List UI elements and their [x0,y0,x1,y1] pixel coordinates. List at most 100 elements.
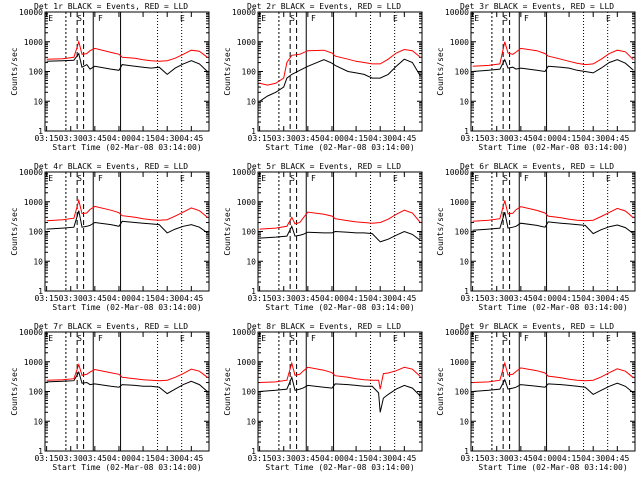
series-line-lld [46,362,208,382]
x-tick-label: 03:15 [248,454,272,463]
region-marker-label: F [524,174,529,183]
y-tick-label: 1 [38,127,43,136]
series-line-lld [472,361,634,383]
series-line-events [259,375,421,413]
y-axis-label: Counts/sec [223,367,232,415]
x-axis-label: Start Time (02-Mar-08 03:14:00) [52,143,201,152]
x-tick-label: 03:30 [272,134,296,143]
region-marker-label: E [261,334,266,343]
y-tick-label: 10 [459,417,469,426]
x-tick-label: 03:15 [461,134,485,143]
y-axis-label: Counts/sec [436,207,445,255]
panel-det-2: Det 2r BLACK = Events, RED = LLD 1 10 100 10… [223,2,423,152]
y-tick-label: 10000 [232,328,256,337]
x-tick-label: 04:45 [392,294,416,303]
y-tick-label: 10000 [19,328,43,337]
y-tick-label: 10000 [445,8,469,17]
y-tick-label: 10 [33,257,43,266]
panel-title: Det 4r BLACK = Events, RED = LLD [34,162,188,171]
x-axis-label: Start Time (02-Mar-08 03:14:00) [265,143,414,152]
x-tick-label: 03:15 [248,134,272,143]
x-tick-label: 04:00 [320,134,344,143]
plot-frame [257,11,423,132]
y-tick-label: 100 [242,68,257,77]
x-tick-label: 04:00 [533,454,557,463]
x-tick-label: 03:45 [509,294,533,303]
x-tick-label: 04:15 [131,454,155,463]
region-marker-label: F [311,174,316,183]
y-tick-label: 10000 [232,168,256,177]
y-axis-label: Counts/sec [10,47,19,95]
x-tick-label: 04:45 [605,134,629,143]
x-tick-label: 04:15 [344,134,368,143]
region-marker-label: E [180,334,185,343]
y-tick-label: 10000 [445,328,469,337]
y-axis-label: Counts/sec [436,367,445,415]
x-tick-label: 03:45 [296,134,320,143]
series-line-events [46,52,208,76]
region-marker-label: E [261,14,266,23]
region-marker-label: S [290,174,295,183]
region-marker-label: F [311,334,316,343]
region-marker-label: E [48,174,53,183]
y-tick-label: 1 [464,447,469,456]
panel-title: Det 2r BLACK = Events, RED = LLD [247,2,401,11]
y-tick-label: 1000 [24,38,43,47]
series-line-lld [259,48,421,86]
y-tick-label: 10 [33,417,43,426]
region-marker-label: S [77,14,82,23]
region-marker-label: S [290,14,295,23]
x-tick-label: 03:45 [509,454,533,463]
y-tick-label: 10 [459,97,469,106]
panel-title: Det 8r BLACK = Events, RED = LLD [247,322,401,331]
y-tick-label: 10000 [232,8,256,17]
region-marker-label: E [393,14,398,23]
x-tick-label: 04:00 [533,294,557,303]
x-tick-label: 03:30 [59,454,83,463]
x-tick-label: 03:45 [296,454,320,463]
x-tick-label: 04:30 [581,294,605,303]
x-tick-label: 03:15 [35,454,59,463]
x-tick-label: 04:15 [131,134,155,143]
y-tick-label: 1000 [450,198,469,207]
series-line-lld [472,200,634,222]
panel-det-8: Det 8r BLACK = Events, RED = LLD 1 10 100 10… [223,322,423,472]
series-line-events [472,211,634,235]
x-tick-label: 04:15 [131,294,155,303]
y-axis-label: Counts/sec [10,207,19,255]
y-tick-label: 100 [242,228,257,237]
region-marker-label: E [48,334,53,343]
x-axis-label: Start Time (02-Mar-08 03:14:00) [52,303,201,312]
y-axis-label: Counts/sec [436,47,445,95]
y-tick-label: 10 [459,257,469,266]
y-tick-label: 10 [246,417,256,426]
x-tick-label: 03:30 [485,294,509,303]
panel-det-7: Det 7r BLACK = Events, RED = LLD 1 10 100 10… [10,322,210,472]
x-tick-label: 03:45 [296,294,320,303]
region-marker-label: E [474,14,479,23]
region-marker-label: S [290,334,295,343]
plot-frame [44,331,210,452]
x-tick-label: 03:30 [272,294,296,303]
y-tick-label: 10000 [19,168,43,177]
panel-det-6: Det 6r BLACK = Events, RED = LLD 1 10 100 10… [436,162,636,312]
y-tick-label: 1 [251,447,256,456]
x-tick-label: 03:30 [59,294,83,303]
y-tick-label: 1000 [237,198,256,207]
y-tick-label: 10000 [445,168,469,177]
y-tick-label: 1000 [450,38,469,47]
x-tick-label: 04:30 [155,294,179,303]
x-tick-label: 04:15 [344,454,368,463]
x-tick-label: 03:15 [35,294,59,303]
region-marker-label: S [77,334,82,343]
y-tick-label: 1 [251,127,256,136]
series-line-events [472,58,634,74]
panel-det-1: Det 1r BLACK = Events, RED = LLD 1 10 100 10… [10,2,210,152]
y-tick-label: 10 [33,97,43,106]
region-marker-label: E [180,14,185,23]
x-tick-label: 04:45 [392,134,416,143]
panel-title: Det 1r BLACK = Events, RED = LLD [34,2,188,11]
x-tick-label: 04:30 [368,454,392,463]
y-tick-label: 100 [29,68,44,77]
x-tick-label: 04:00 [320,454,344,463]
